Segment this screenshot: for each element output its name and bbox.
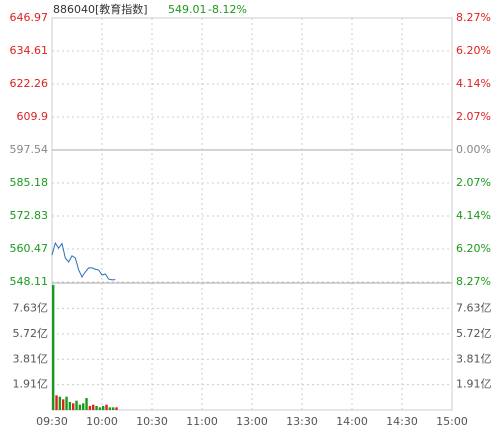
volume-bar <box>95 406 98 410</box>
y-tick-label: 609.9 <box>17 110 49 123</box>
y2-tick-label: 8.27% <box>456 275 491 288</box>
price-line <box>51 241 116 281</box>
volume-tick-label-right: 3.81亿 <box>456 352 492 365</box>
y-tick-label: 548.11 <box>10 275 49 288</box>
y-tick-label: 572.83 <box>10 209 49 222</box>
y2-tick-label: 6.20% <box>456 44 491 57</box>
y-tick-label: 646.97 <box>10 11 49 24</box>
x-tick-label: 13:30 <box>286 415 318 428</box>
volume-bar <box>75 400 78 410</box>
volume-bar <box>58 396 62 410</box>
y2-tick-label: 4.14% <box>456 209 491 222</box>
volume-tick-label-right: 1.91亿 <box>456 378 492 391</box>
last-price: 549.01 <box>168 3 207 16</box>
volume-bar <box>78 404 82 410</box>
volume-tick-label: 5.72亿 <box>13 327 49 340</box>
volume-tick-label: 3.81亿 <box>13 352 49 365</box>
y2-tick-label: 2.07% <box>456 176 491 189</box>
y2-tick-label: 6.20% <box>456 242 491 255</box>
chart-title: 886040[教育指数] <box>53 2 148 16</box>
y-tick-label: 585.18 <box>10 176 49 189</box>
y-tick-label: 597.54 <box>10 143 49 156</box>
volume-bar <box>52 284 55 410</box>
volume-tick-label-right: 7.63亿 <box>456 301 492 314</box>
volume-bar <box>115 407 118 410</box>
y2-tick-label: 0.00% <box>456 143 491 156</box>
volume-tick-label-right: 5.72亿 <box>456 327 492 340</box>
y-tick-label: 622.26 <box>10 77 49 90</box>
volume-bar <box>82 403 85 410</box>
y-tick-label: 634.61 <box>10 44 49 57</box>
volume-bar <box>62 399 65 410</box>
x-tick-label: 14:00 <box>336 415 368 428</box>
x-tick-label: 10:30 <box>136 415 168 428</box>
volume-tick-label: 7.63亿 <box>13 301 49 314</box>
x-tick-label: 14:30 <box>386 415 418 428</box>
y2-tick-label: 8.27% <box>456 11 491 24</box>
volume-bar <box>108 407 112 410</box>
volume-bar <box>112 407 115 410</box>
y2-tick-label: 4.14% <box>456 77 491 90</box>
volume-bar <box>88 406 92 410</box>
x-tick-label: 10:00 <box>86 415 118 428</box>
volume-bar <box>92 404 95 410</box>
x-tick-label: 15:00 <box>436 415 468 428</box>
x-tick-label: 11:00 <box>186 415 218 428</box>
volume-bar <box>65 396 68 410</box>
volume-bar <box>105 404 108 410</box>
x-tick-label: 13:00 <box>236 415 268 428</box>
volume-bar <box>85 398 88 410</box>
change-percent: -8.12% <box>208 3 247 16</box>
volume-bar <box>102 406 105 410</box>
volume-bar <box>55 395 58 410</box>
x-tick-label: 09:30 <box>36 415 68 428</box>
volume-bar <box>98 407 102 410</box>
volume-tick-label: 1.91亿 <box>13 378 49 391</box>
volume-bar <box>72 403 75 410</box>
volume-bar <box>68 402 72 410</box>
y-tick-label: 560.47 <box>10 242 49 255</box>
y2-tick-label: 2.07% <box>456 110 491 123</box>
